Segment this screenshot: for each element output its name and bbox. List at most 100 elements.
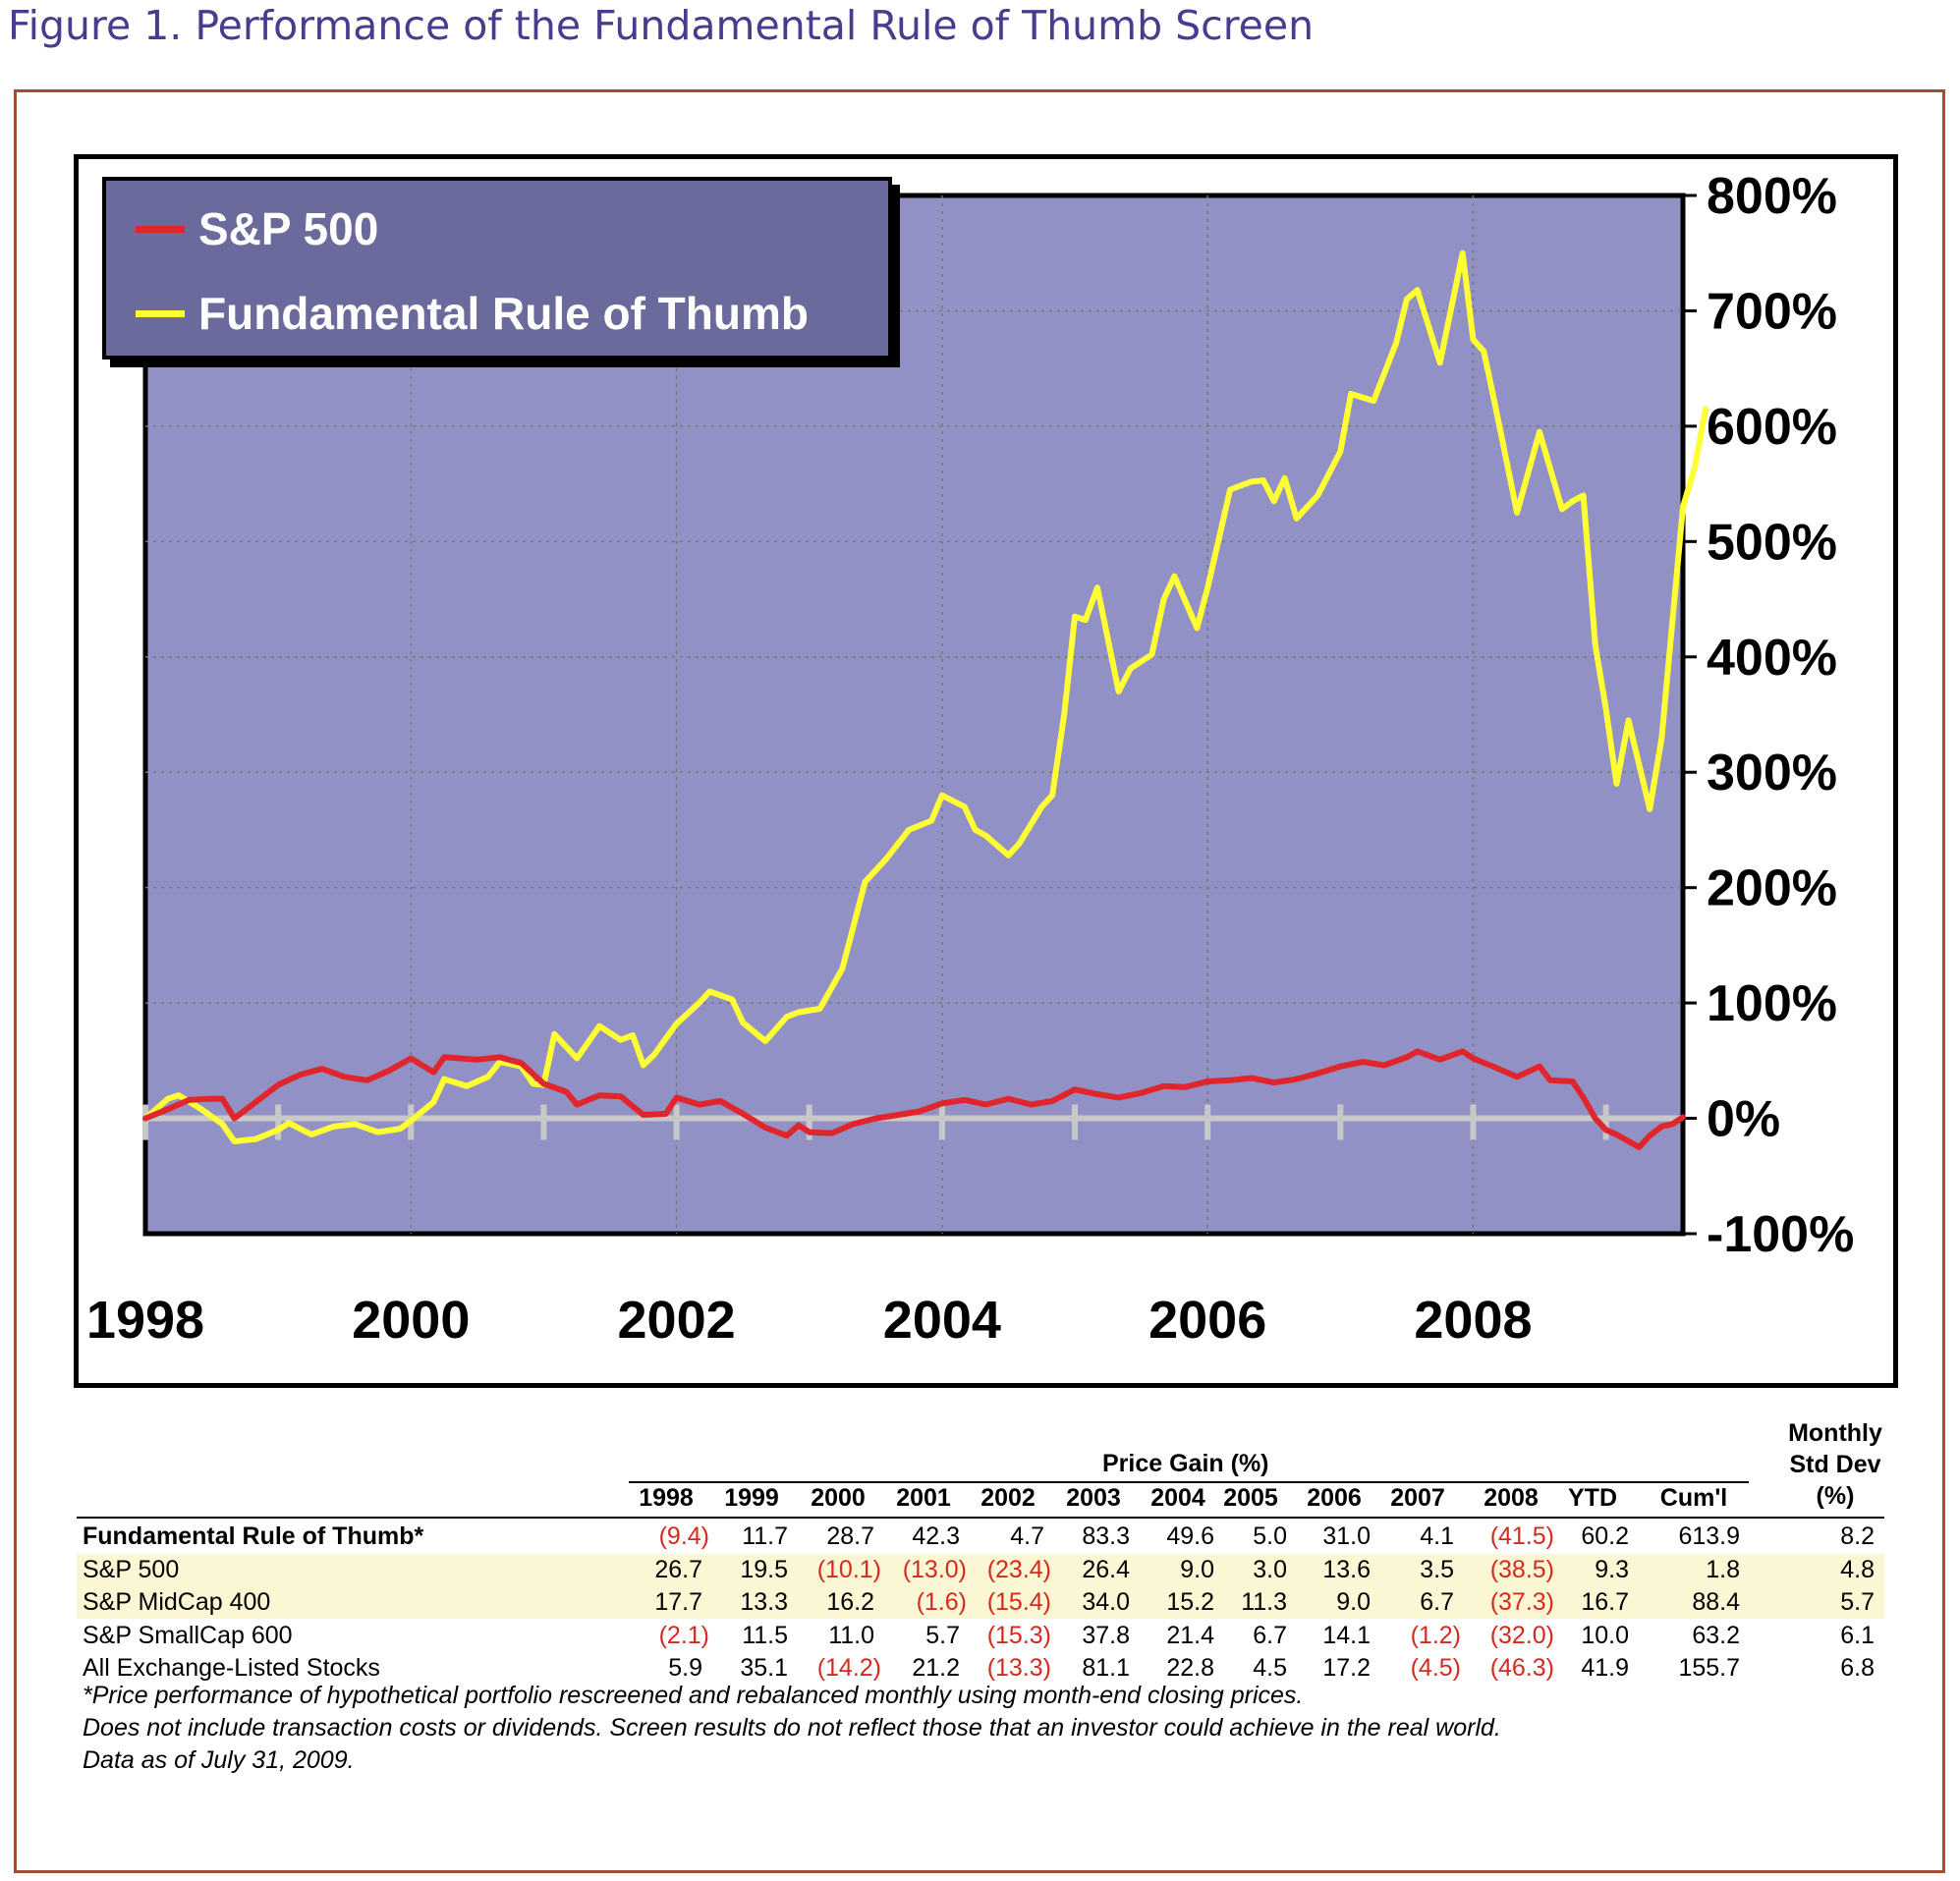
table-cell: 81.1 xyxy=(1082,1654,1130,1682)
table-cell: 10.0 xyxy=(1581,1621,1629,1649)
table-cell: 35.1 xyxy=(740,1654,788,1682)
table-cell: 21.2 xyxy=(912,1654,960,1682)
table-row: S&P SmallCap 600 (2.1) 11.5 11.0 5.7 (15.3) 37… xyxy=(77,1620,1884,1652)
std-dev-cell: 8.2 xyxy=(1840,1522,1875,1550)
table-header-row: 1998 1999 2000 2001 2002 2003 2004 2005 2006 2007… xyxy=(77,1482,1884,1515)
table-cell: (4.5) xyxy=(1410,1654,1461,1682)
table-cell: 26.4 xyxy=(1082,1555,1130,1583)
table-cell: 83.3 xyxy=(1082,1522,1130,1550)
table-cell: 17.7 xyxy=(654,1588,702,1616)
column-header: 1998 xyxy=(639,1484,694,1512)
header-rule xyxy=(77,1517,1884,1519)
row-label: S&P 500 xyxy=(83,1555,180,1583)
y-tick-label: -100% xyxy=(1707,1206,1854,1263)
table-cell: (14.2) xyxy=(816,1654,881,1682)
table-cell: 17.2 xyxy=(1322,1654,1371,1682)
column-header: YTD xyxy=(1568,1484,1617,1512)
std-dev-header: Monthly Std Dev (%) xyxy=(1757,1417,1914,1512)
y-tick-label: 300% xyxy=(1707,745,1837,802)
table-cell: 3.5 xyxy=(1420,1555,1454,1583)
table-cell: (37.3) xyxy=(1489,1588,1554,1616)
column-header: 2005 xyxy=(1223,1484,1278,1512)
table-cell: 21.4 xyxy=(1166,1621,1214,1649)
y-tick-label: 600% xyxy=(1707,399,1837,456)
table-cell: (9.4) xyxy=(658,1522,709,1550)
table-cell: 37.8 xyxy=(1082,1621,1130,1649)
table-cell: 11.0 xyxy=(828,1621,874,1649)
column-header: 2000 xyxy=(811,1484,866,1512)
column-header: 1999 xyxy=(724,1484,779,1512)
column-header: 2002 xyxy=(980,1484,1036,1512)
line-chart: 800% 700% 600% 500% 400% 300% 200% 100% 0% -100% 1… xyxy=(86,168,1854,1350)
figure-title: Figure 1. Performance of the Fundamental… xyxy=(8,2,1315,49)
table-cell: 5.7 xyxy=(925,1621,960,1649)
table-cell: 31.0 xyxy=(1322,1522,1371,1550)
table-cell: (23.4) xyxy=(986,1555,1051,1583)
series-line-frot xyxy=(142,249,1708,1144)
row-label: Fundamental Rule of Thumb* xyxy=(83,1522,424,1550)
series-line-sp500 xyxy=(142,1048,1686,1150)
table-cell: (41.5) xyxy=(1489,1522,1554,1550)
table-cell: 5.0 xyxy=(1253,1522,1287,1550)
table-cell: 16.2 xyxy=(826,1588,874,1616)
table-cell: (15.3) xyxy=(986,1621,1051,1649)
std-dev-cell: 5.7 xyxy=(1840,1588,1875,1616)
table-cell: 13.6 xyxy=(1322,1555,1371,1583)
std-dev-cell: 4.8 xyxy=(1840,1555,1875,1583)
x-tick-label: 1998 xyxy=(86,1291,204,1350)
footnote: Data as of July 31, 2009. xyxy=(83,1746,355,1774)
table-cell: 42.3 xyxy=(912,1522,960,1550)
column-header: 2001 xyxy=(896,1484,951,1512)
y-tick-label: 0% xyxy=(1707,1091,1780,1148)
table-cell: 26.7 xyxy=(654,1555,702,1583)
y-tick-label: 700% xyxy=(1707,283,1837,340)
table-cell: 13.3 xyxy=(740,1588,788,1616)
table-cell: 11.5 xyxy=(742,1621,788,1649)
table-cell: 28.7 xyxy=(826,1522,874,1550)
table-cell: 155.7 xyxy=(1678,1654,1740,1682)
std-dev-cell: 6.1 xyxy=(1840,1621,1875,1649)
table-cell: 16.7 xyxy=(1581,1588,1629,1616)
table-cell: (1.6) xyxy=(916,1588,967,1616)
table-cell: 613.9 xyxy=(1678,1522,1740,1550)
column-header: Cum'l xyxy=(1659,1484,1728,1512)
footnote: *Price performance of hypothetical portf… xyxy=(83,1682,1304,1709)
table-cell: 5.9 xyxy=(668,1654,702,1682)
footnote: Does not include transaction costs or di… xyxy=(83,1714,1501,1742)
table-cell: (1.2) xyxy=(1410,1621,1461,1649)
table-cell: (13.0) xyxy=(902,1555,967,1583)
std-dev-header-line: (%) xyxy=(1816,1482,1855,1510)
table-cell: 19.5 xyxy=(740,1555,788,1583)
x-tick-label: 2000 xyxy=(352,1291,470,1350)
table-cell: 4.1 xyxy=(1420,1522,1454,1550)
chart-legend: S&P 500 Fundamental Rule of Thumb xyxy=(102,177,892,360)
y-tick-label: 100% xyxy=(1707,975,1837,1032)
y-tick-label: 200% xyxy=(1707,860,1837,917)
table-cell: 1.8 xyxy=(1706,1555,1740,1583)
x-tick-label: 2004 xyxy=(883,1291,1001,1350)
table-row: S&P 500 26.7 19.5 (10.1) (13.0) (23.4) 26.4 9.0… xyxy=(77,1553,1884,1586)
column-header: 2008 xyxy=(1484,1484,1539,1512)
table-cell: (15.4) xyxy=(986,1588,1051,1616)
table-cell: 41.9 xyxy=(1581,1654,1629,1682)
std-dev-header-line: Monthly xyxy=(1788,1419,1882,1447)
table-cell: 34.0 xyxy=(1082,1588,1130,1616)
column-header: 2004 xyxy=(1150,1484,1205,1512)
table-cell: 9.0 xyxy=(1180,1555,1214,1583)
y-tick-label: 800% xyxy=(1707,168,1837,225)
table-cell: 4.5 xyxy=(1253,1654,1287,1682)
table-cell: 6.7 xyxy=(1420,1588,1454,1616)
y-tick-label: 400% xyxy=(1707,630,1837,687)
legend-item-frot: Fundamental Rule of Thumb xyxy=(136,287,809,340)
table-cell: 14.1 xyxy=(1322,1621,1371,1649)
price-gain-header: Price Gain (%) xyxy=(1102,1450,1269,1477)
table-cell: 6.7 xyxy=(1253,1621,1287,1649)
table-row: S&P MidCap 400 17.7 13.3 16.2 (1.6) (15.4) 34.… xyxy=(77,1586,1884,1619)
y-tick-label: 500% xyxy=(1707,514,1837,571)
table-cell: 60.2 xyxy=(1581,1522,1629,1550)
x-tick-label: 2002 xyxy=(618,1291,736,1350)
std-dev-cell: 6.8 xyxy=(1840,1654,1875,1682)
row-label: S&P MidCap 400 xyxy=(83,1588,271,1616)
figure-frame xyxy=(14,89,1945,1873)
table-cell: (38.5) xyxy=(1489,1555,1554,1583)
